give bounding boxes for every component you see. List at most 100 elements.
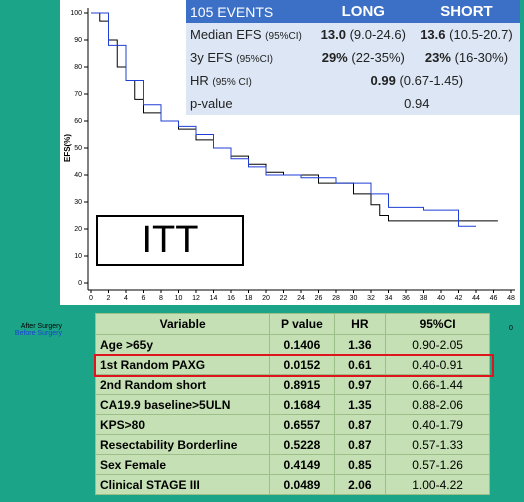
table-cell: 0.57-1.33 xyxy=(385,434,490,455)
table-cell: 0.40-0.91 xyxy=(385,354,490,375)
y-tick-label: 30 xyxy=(74,199,82,206)
table-cell: 0.90-2.05 xyxy=(385,334,490,355)
x-tick-label: 28 xyxy=(332,295,340,302)
x-tick-label: 36 xyxy=(402,295,410,302)
x-tick-label: 8 xyxy=(159,295,163,302)
table-cell: 0.6557 xyxy=(269,414,335,435)
table-cell: 0.66-1.44 xyxy=(385,374,490,395)
summary-row: 3y EFS (95%CI) 29% (22-35%) 23% (16-30%) xyxy=(186,46,520,69)
x-tick-label: 32 xyxy=(367,295,375,302)
label-note: (95%CI) xyxy=(265,31,302,42)
table-cell: Clinical STAGE III xyxy=(94,474,271,495)
table-cell: 0.0489 xyxy=(269,474,335,495)
table-cell: 2nd Random short xyxy=(94,374,271,395)
table-cell: 0.4149 xyxy=(269,454,335,475)
x-tick-label: 46 xyxy=(490,295,498,302)
x-tick-label: 24 xyxy=(297,295,305,302)
ci: (9.0-24.6) xyxy=(349,27,406,42)
risk-value: 0 xyxy=(509,325,513,332)
table-row: 2nd Random short 0.8915 0.97 0.66-1.44 xyxy=(94,374,490,395)
summary-table: 105 EVENTS LONG SHORT Median EFS (95%CI) 13.… xyxy=(186,0,520,115)
header-cell: LONG xyxy=(313,0,413,23)
table-row: KPS>80 0.6557 0.87 0.40-1.79 xyxy=(94,414,490,435)
x-tick-label: 2 xyxy=(107,295,111,302)
table-row: CA19.9 baseline>5ULN 0.1684 1.35 0.88-2.06 xyxy=(94,394,490,415)
x-tick-label: 26 xyxy=(315,295,323,302)
y-tick-label: 0 xyxy=(78,280,82,287)
table-cell: 0.5228 xyxy=(269,434,335,455)
value: 29% xyxy=(321,50,348,65)
label: Median EFS xyxy=(190,27,262,42)
x-tick-label: 10 xyxy=(175,295,183,302)
annotation-box xyxy=(96,215,244,266)
table-cell: 0.88-2.06 xyxy=(385,394,490,415)
header-row: 105 EVENTS LONG SHORT xyxy=(186,0,520,23)
x-tick-label: 48 xyxy=(507,295,515,302)
table-cell: 0.61 xyxy=(333,354,387,375)
label: HR xyxy=(190,73,209,88)
header-cell: 95%CI xyxy=(385,313,490,335)
ci: (0.67-1.45) xyxy=(399,73,464,88)
y-tick-label: 20 xyxy=(74,226,82,233)
table-cell: Resectability Borderline xyxy=(94,434,271,455)
table-cell: Sex Female xyxy=(94,454,271,475)
x-tick-label: 30 xyxy=(350,295,358,302)
table-cell: 1.36 xyxy=(333,334,387,355)
row-label: Median EFS (95%CI) xyxy=(186,23,314,46)
y-tick-label: 40 xyxy=(74,172,82,179)
y-tick-label: 80 xyxy=(74,64,82,71)
x-tick-label: 16 xyxy=(227,295,235,302)
x-tick-label: 38 xyxy=(420,295,428,302)
x-tick-label: 22 xyxy=(280,295,288,302)
label-note: (95% CI) xyxy=(212,77,252,88)
table-cell: 2.06 xyxy=(333,474,387,495)
long-cell: 29% (22-35%) xyxy=(313,46,413,69)
summary-row: HR (95% CI) 0.99 (0.67-1.45) xyxy=(186,69,520,92)
label-note: (95%CI) xyxy=(236,54,273,65)
label: 3y EFS xyxy=(190,50,233,65)
y-tick-label: 90 xyxy=(74,37,82,44)
header-cell: SHORT xyxy=(412,0,520,23)
y-tick-label: 60 xyxy=(74,118,82,125)
table-cell: 1.00-4.22 xyxy=(385,474,490,495)
value: 13.6 xyxy=(420,27,446,42)
header-cell: HR xyxy=(333,313,387,335)
x-tick-label: 18 xyxy=(245,295,253,302)
risk-label: After Surgery xyxy=(21,323,63,330)
table-cell: 1.35 xyxy=(333,394,387,415)
table-row: Sex Female 0.4149 0.85 0.57-1.26 xyxy=(94,454,490,475)
table-cell: 0.57-1.26 xyxy=(385,454,490,475)
annotation: ITT xyxy=(142,219,199,261)
value: 0.94 xyxy=(404,96,430,111)
x-tick-label: 4 xyxy=(124,295,128,302)
y-axis-label: EFS(%) xyxy=(63,134,72,162)
x-tick-label: 14 xyxy=(210,295,218,302)
x-tick-label: 0 xyxy=(89,295,93,302)
summary-row: p-value 0.94 xyxy=(186,92,520,115)
table-cell: 0.87 xyxy=(333,414,387,435)
table-cell: 0.40-1.79 xyxy=(385,414,490,435)
table-cell: Age >65y xyxy=(94,334,271,355)
table-cell: 0.87 xyxy=(333,434,387,455)
value: 23% xyxy=(424,50,451,65)
survival-curve xyxy=(91,12,476,227)
x-tick-label: 42 xyxy=(455,295,463,302)
summary-row: Median EFS (95%CI) 13.0 (9.0-24.6) 13.6 (1… xyxy=(186,23,520,46)
label: p-value xyxy=(190,96,233,111)
y-tick-label: 50 xyxy=(74,145,82,152)
short-cell: 13.6 (10.5-20.7) xyxy=(412,23,520,46)
long-cell: 13.0 (9.0-24.6) xyxy=(313,23,413,46)
table-row: Clinical STAGE III 0.0489 2.06 1.00-4.22 xyxy=(94,474,490,495)
variables-table: Variable P value HR 95%CI Age >65y 0.1406 1.36… xyxy=(94,313,490,495)
row-label: p-value xyxy=(186,92,314,115)
table-cell: KPS>80 xyxy=(94,414,271,435)
table-cell: 0.1684 xyxy=(269,394,335,415)
value: 0.99 xyxy=(370,73,396,88)
combined-cell: 0.94 xyxy=(313,92,520,115)
y-tick-label: 10 xyxy=(74,253,82,260)
header-cell: P value xyxy=(269,313,335,335)
table-cell: 0.8915 xyxy=(269,374,335,395)
short-cell: 23% (16-30%) xyxy=(412,46,520,69)
value: 13.0 xyxy=(320,27,346,42)
x-tick-label: 34 xyxy=(385,295,393,302)
